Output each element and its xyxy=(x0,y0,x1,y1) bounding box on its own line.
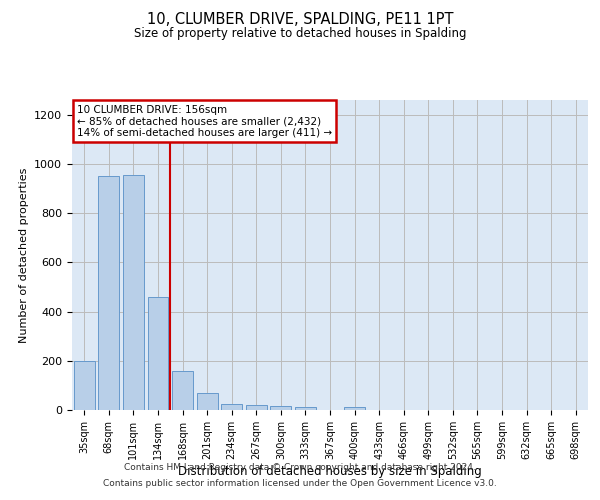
Text: 10, CLUMBER DRIVE, SPALDING, PE11 1PT: 10, CLUMBER DRIVE, SPALDING, PE11 1PT xyxy=(147,12,453,28)
Text: Contains HM Land Registry data © Crown copyright and database right 2024.: Contains HM Land Registry data © Crown c… xyxy=(124,464,476,472)
Bar xyxy=(172,370,193,410)
Bar xyxy=(271,406,292,410)
Bar xyxy=(98,176,119,410)
X-axis label: Distribution of detached houses by size in Spalding: Distribution of detached houses by size … xyxy=(178,464,482,477)
Bar xyxy=(148,297,169,410)
Bar xyxy=(344,408,365,410)
Text: Contains public sector information licensed under the Open Government Licence v3: Contains public sector information licen… xyxy=(103,478,497,488)
Text: Size of property relative to detached houses in Spalding: Size of property relative to detached ho… xyxy=(134,28,466,40)
Bar xyxy=(74,361,95,410)
Bar xyxy=(246,405,267,410)
Y-axis label: Number of detached properties: Number of detached properties xyxy=(19,168,29,342)
Bar xyxy=(295,407,316,410)
Bar xyxy=(197,393,218,410)
Bar xyxy=(123,175,144,410)
Bar xyxy=(221,404,242,410)
Text: 10 CLUMBER DRIVE: 156sqm
← 85% of detached houses are smaller (2,432)
14% of sem: 10 CLUMBER DRIVE: 156sqm ← 85% of detach… xyxy=(77,104,332,138)
